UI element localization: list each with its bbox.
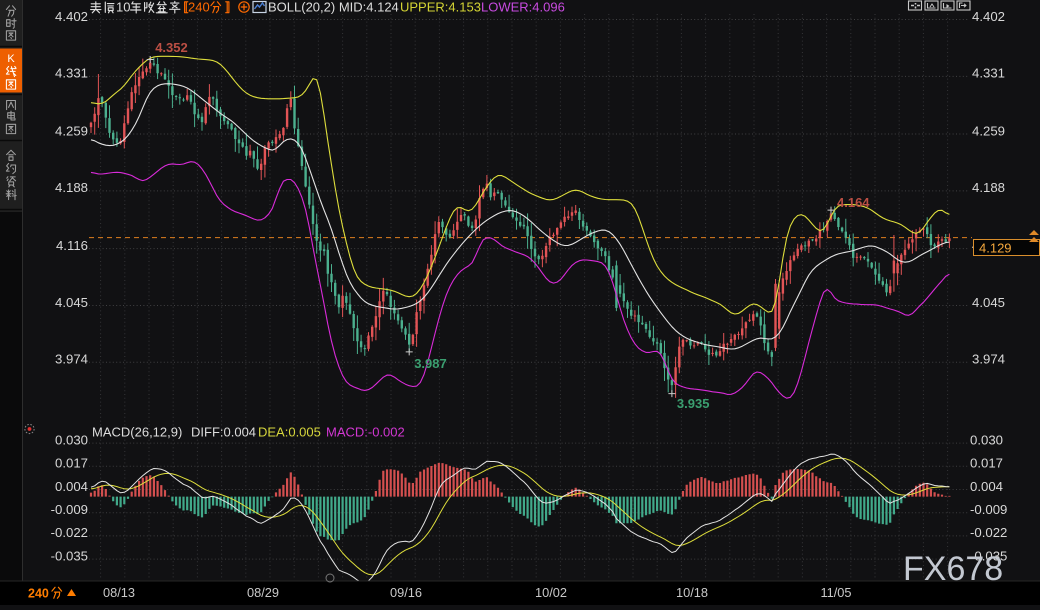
svg-text:4.045: 4.045 [972, 295, 1005, 310]
svg-text:K: K [7, 53, 15, 65]
svg-text:-0.035: -0.035 [970, 548, 1007, 563]
svg-text:4.129: 4.129 [979, 241, 1012, 256]
svg-text:4.045: 4.045 [55, 295, 88, 310]
svg-text:UPPER:4.153: UPPER:4.153 [400, 0, 481, 15]
svg-text:DIFF:0.004: DIFF:0.004 [191, 425, 256, 440]
svg-text:-0.022: -0.022 [970, 525, 1007, 540]
svg-text:4.259: 4.259 [55, 123, 88, 138]
svg-text:0.004: 0.004 [970, 479, 1003, 494]
svg-text:3.935: 3.935 [677, 396, 710, 411]
svg-text:BOLL(20,2) MID:4.124: BOLL(20,2) MID:4.124 [268, 0, 399, 15]
svg-text:10: 10 [116, 0, 130, 15]
svg-text:0.030: 0.030 [970, 432, 1003, 447]
svg-text:4.402: 4.402 [55, 9, 88, 24]
svg-text:4.164: 4.164 [837, 195, 870, 210]
svg-text:4.402: 4.402 [972, 9, 1005, 24]
svg-text:DEA:0.005: DEA:0.005 [258, 425, 321, 440]
svg-text:4.259: 4.259 [972, 123, 1005, 138]
svg-text:4.188: 4.188 [972, 180, 1005, 195]
svg-text:4.188: 4.188 [55, 180, 88, 195]
svg-text:MACD(26,12,9): MACD(26,12,9) [92, 425, 182, 440]
svg-text:08/29: 08/29 [247, 585, 279, 600]
svg-text:-0.022: -0.022 [51, 525, 88, 540]
svg-text:240: 240 [28, 587, 49, 601]
svg-text:11/05: 11/05 [820, 585, 851, 600]
svg-text:10/02: 10/02 [535, 585, 567, 600]
svg-text:10/18: 10/18 [676, 585, 708, 600]
svg-text:3.974: 3.974 [55, 352, 88, 367]
svg-text:-0.009: -0.009 [51, 502, 88, 517]
svg-text:0.030: 0.030 [55, 432, 88, 447]
svg-text:4.116: 4.116 [56, 238, 88, 253]
svg-text:3.987: 3.987 [414, 356, 447, 371]
svg-text:4.352: 4.352 [155, 40, 188, 55]
svg-text:3.974: 3.974 [972, 352, 1005, 367]
svg-text:08/13: 08/13 [103, 585, 135, 600]
svg-text:MACD:-0.002: MACD:-0.002 [326, 425, 405, 440]
svg-text:-0.035: -0.035 [51, 548, 88, 563]
svg-text:0.017: 0.017 [55, 456, 88, 471]
svg-text:09/16: 09/16 [390, 585, 422, 600]
svg-text:LOWER:4.096: LOWER:4.096 [481, 0, 565, 15]
svg-text:4.331: 4.331 [55, 66, 88, 81]
svg-text:4.331: 4.331 [972, 66, 1005, 81]
svg-text:-0.009: -0.009 [970, 502, 1007, 517]
svg-text:0.017: 0.017 [970, 456, 1003, 471]
svg-text:0.004: 0.004 [55, 479, 88, 494]
svg-text:240: 240 [188, 0, 210, 15]
